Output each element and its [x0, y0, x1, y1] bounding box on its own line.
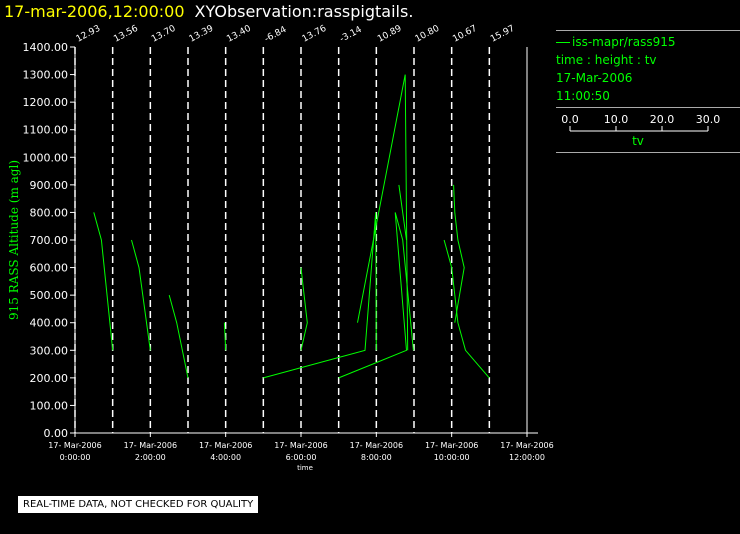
- x-tick-time: 2:00:00: [135, 453, 166, 462]
- pigtail-value-label: 13.56: [112, 24, 140, 45]
- x-tick-date: 17- Mar-2006: [425, 441, 478, 450]
- y-tick-label: 0.00: [44, 427, 69, 440]
- x-tick-time: 8:00:00: [361, 453, 392, 462]
- y-tick-label: 1000.00: [23, 151, 69, 164]
- x-tick-time: 0:00:00: [60, 453, 91, 462]
- series-segment: [453, 184, 465, 323]
- pigtail-value-label: 10.80: [414, 24, 442, 45]
- legend-scale-label: 20.0: [650, 113, 675, 126]
- pigtail-value-label: 15.97: [489, 24, 516, 45]
- series-segment: [263, 212, 377, 379]
- pigtail-value-label: 13.40: [225, 24, 253, 45]
- y-tick-label: 1300.00: [23, 69, 69, 82]
- series-segment: [131, 239, 151, 351]
- x-tick-date: 17- Mar-2006: [350, 441, 403, 450]
- quality-disclaimer: REAL-TIME DATA, NOT CHECKED FOR QUALITY: [18, 496, 259, 513]
- x-axis-label: time: [297, 464, 313, 472]
- y-tick-label: 900.00: [30, 179, 69, 192]
- series-segment: [93, 212, 114, 351]
- legend-divider: [556, 152, 740, 153]
- title-datetime: 17-mar-2006,12:00:00: [4, 2, 185, 21]
- legend-scale-title: tv: [632, 134, 644, 148]
- pigtail-value-label: -3.14: [338, 25, 363, 45]
- legend-time: 11:00:50: [556, 89, 610, 103]
- y-tick-label: 700.00: [30, 234, 69, 247]
- title-observation: XYObservation:rasspigtails.: [194, 2, 414, 21]
- x-tick-time: 6:00:00: [286, 453, 317, 462]
- legend-swatch: [556, 42, 570, 43]
- pigtail-value-label: 13.70: [150, 24, 178, 45]
- legend-series-label: iss-mapr/rass915: [572, 35, 676, 49]
- pigtail-value-label: 10.67: [451, 24, 478, 45]
- x-tick-date: 17- Mar-2006: [48, 441, 101, 450]
- x-tick-time: 4:00:00: [210, 453, 241, 462]
- plot-title: 17-mar-2006,12:00:00 XYObservation:rasspi…: [4, 2, 413, 21]
- legend-scale-label: 0.0: [561, 113, 579, 126]
- pigtail-value-label: 10.89: [376, 24, 404, 45]
- legend-series: iss-mapr/rass915: [556, 33, 740, 51]
- legend-scale-label: 10.0: [604, 113, 629, 126]
- legend-scale-svg: 0.0 10.0 20.0 30.0 tv: [561, 113, 721, 148]
- y-tick-label: 1100.00: [23, 124, 69, 137]
- y-tick-label: 1200.00: [23, 96, 69, 109]
- legend-desc: time : height : tv: [556, 53, 657, 67]
- y-tick-label: 200.00: [30, 372, 69, 385]
- legend: iss-mapr/rass915 time : height : tv 17-M…: [556, 28, 740, 155]
- y-tick-label: 500.00: [30, 289, 69, 302]
- x-tick-date: 17- Mar-2006: [500, 441, 553, 450]
- series-segment: [168, 294, 189, 379]
- series-segment: [338, 212, 414, 379]
- y-tick-label: 100.00: [30, 399, 69, 412]
- y-tick-label: 1400.00: [23, 41, 69, 54]
- y-tick-label: 800.00: [30, 206, 69, 219]
- x-tick-date: 17- Mar-2006: [199, 441, 252, 450]
- y-tick-label: 600.00: [30, 262, 69, 275]
- pigtail-value-label: 13.39: [188, 24, 216, 45]
- legend-divider: [556, 107, 740, 108]
- series-segment: [443, 239, 490, 379]
- pigtail-value-label: 12.93: [75, 24, 102, 45]
- x-tick-date: 17- Mar-2006: [124, 441, 177, 450]
- x-tick-time: 12:00:00: [509, 453, 545, 462]
- x-tick-time: 10:00:00: [434, 453, 470, 462]
- pigtail-value-label: -6.84: [263, 25, 288, 45]
- legend-date: 17-Mar-2006: [556, 71, 633, 85]
- legend-scale-label: 30.0: [696, 113, 721, 126]
- pigtail-value-label: 13.76: [301, 24, 329, 45]
- legend-scale: 0.0 10.0 20.0 30.0 tv: [556, 110, 740, 150]
- y-tick-label: 400.00: [30, 317, 69, 330]
- y-tick-label: 300.00: [30, 344, 69, 357]
- y-axis-label: 915 RASS Altitude (m agl): [7, 160, 21, 320]
- series-segment: [223, 322, 227, 351]
- series-segment: [300, 267, 308, 351]
- x-tick-date: 17- Mar-2006: [274, 441, 327, 450]
- series-segment: [398, 184, 407, 241]
- legend-divider: [556, 30, 740, 31]
- series-segment: [357, 74, 409, 351]
